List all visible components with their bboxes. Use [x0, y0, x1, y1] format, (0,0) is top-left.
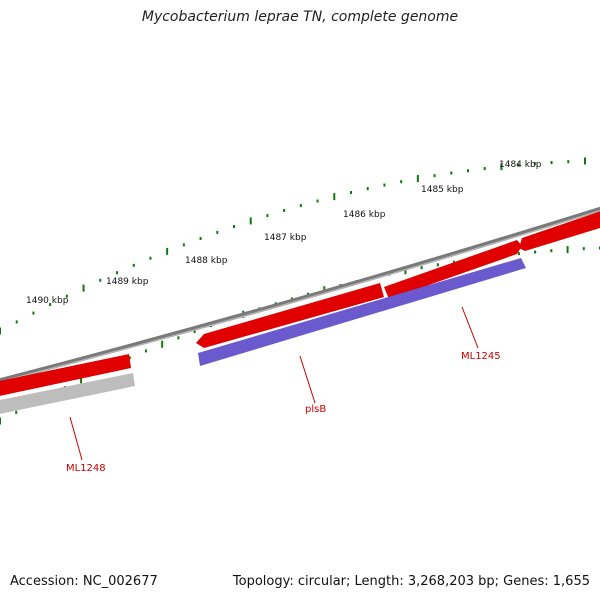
- gene-arrow-reverse: [198, 258, 526, 366]
- major-tick: [566, 246, 569, 254]
- minor-tick: [467, 169, 469, 173]
- minor-tick: [533, 162, 536, 166]
- ruler-labels: 1484 kbp 1485 kbp 1486 kbp 1487 kbp 1488…: [26, 160, 542, 306]
- minor-tick: [128, 356, 131, 360]
- major-tick: [249, 217, 252, 225]
- minor-tick: [199, 236, 202, 240]
- minor-tick: [266, 214, 269, 218]
- map-title: Mycobacterium leprae TN, complete genome: [141, 9, 459, 25]
- minor-tick: [400, 180, 403, 184]
- minor-tick: [216, 230, 219, 234]
- gene-arrow-forward: [0, 354, 131, 396]
- genome-backbone: [0, 206, 600, 383]
- minor-tick: [32, 311, 35, 315]
- minor-tick: [567, 160, 570, 164]
- gene-arrow-forward: [519, 211, 600, 251]
- minor-tick: [453, 260, 456, 264]
- gene-label-leader: [299, 355, 316, 404]
- gene-label-leader: [69, 416, 83, 461]
- outer-tick-row: [0, 157, 586, 335]
- gene-label: ML1248: [66, 463, 106, 474]
- backbone-line: [0, 206, 600, 383]
- minor-tick: [144, 349, 147, 353]
- gene-label: plsB: [305, 404, 326, 415]
- minor-tick: [534, 250, 537, 254]
- ruler-label: 1485 kbp: [421, 185, 464, 195]
- ruler-label: 1488 kbp: [185, 256, 228, 266]
- major-tick: [161, 340, 164, 348]
- major-tick: [80, 376, 83, 384]
- minor-tick: [177, 336, 180, 340]
- major-tick: [82, 284, 85, 292]
- gene-arrow-pseudo: [0, 373, 135, 414]
- ruler-label: 1487 kbp: [264, 233, 307, 243]
- major-tick: [333, 193, 336, 201]
- major-tick: [500, 163, 503, 171]
- gene-label-leader: [461, 306, 479, 349]
- minor-tick: [582, 247, 585, 251]
- minor-tick: [49, 303, 52, 307]
- forward-strand-genes: [0, 211, 600, 396]
- minor-tick: [550, 161, 553, 165]
- minor-tick: [233, 225, 235, 229]
- genome-stats-text: Topology: circular; Length: 3,268,203 bp…: [232, 574, 590, 589]
- minor-tick: [483, 167, 486, 171]
- minor-tick: [299, 204, 302, 208]
- major-tick: [404, 267, 407, 275]
- minor-tick: [517, 252, 520, 256]
- gene-labels: ML1248 plsB ML1245: [66, 306, 501, 474]
- minor-tick: [316, 199, 319, 203]
- backbone-highlight: [0, 209, 600, 383]
- minor-tick: [116, 271, 118, 275]
- minor-tick: [366, 187, 369, 191]
- major-tick: [166, 247, 169, 255]
- minor-tick: [550, 249, 553, 253]
- minor-tick: [283, 208, 286, 212]
- minor-tick: [433, 174, 436, 178]
- minor-tick: [99, 278, 102, 282]
- gene-arrow-forward: [196, 283, 384, 348]
- ruler-label: 1490 kbp: [26, 296, 69, 306]
- major-tick: [584, 157, 586, 165]
- minor-tick: [15, 410, 18, 414]
- minor-tick: [383, 183, 386, 187]
- minor-tick: [436, 263, 439, 267]
- major-tick: [0, 327, 1, 335]
- minor-tick: [132, 263, 135, 267]
- minor-tick: [517, 163, 520, 167]
- minor-tick: [350, 191, 352, 195]
- minor-tick: [65, 294, 68, 298]
- gene-arrow-forward: [384, 240, 522, 299]
- minor-tick: [149, 256, 152, 260]
- major-tick: [0, 417, 1, 425]
- minor-tick: [193, 330, 196, 334]
- accession-text: Accession: NC_002677: [10, 574, 158, 589]
- minor-tick: [15, 320, 18, 324]
- ruler-label: 1484 kbp: [499, 160, 542, 170]
- minor-tick: [420, 266, 423, 270]
- minor-tick: [182, 243, 185, 247]
- reverse-strand-genes: [0, 258, 526, 414]
- minor-tick: [450, 171, 453, 175]
- ruler-label: 1486 kbp: [343, 210, 386, 220]
- ruler-label: 1489 kbp: [106, 277, 149, 287]
- gene-label: ML1245: [461, 351, 501, 362]
- major-tick: [416, 175, 419, 183]
